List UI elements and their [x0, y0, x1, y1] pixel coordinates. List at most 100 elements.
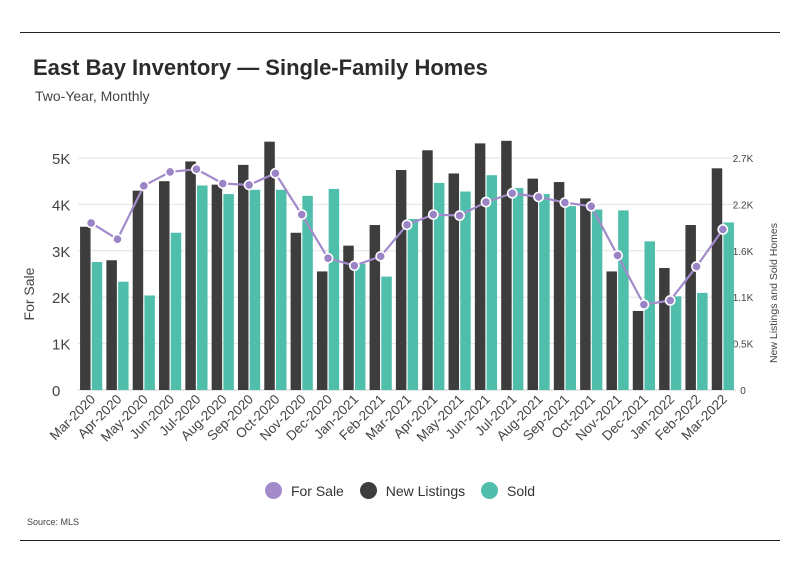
- bar-new-listings: [159, 181, 170, 390]
- source-note: Source: MLS: [27, 517, 80, 527]
- for-sale-point: [322, 252, 334, 264]
- legend-label-new-listings: New Listings: [385, 482, 466, 499]
- bar-sold: [118, 281, 129, 390]
- legend-label-for-sale: For Sale: [290, 482, 344, 499]
- bar-sold: [618, 210, 629, 390]
- bar-sold: [328, 188, 340, 390]
- legend-item-new-listings[interactable]: New Listings: [359, 482, 466, 499]
- for-sale-point: [691, 261, 702, 272]
- bar-new-listings: [343, 245, 354, 390]
- for-sale-point: [85, 217, 97, 229]
- chart-title: East Bay Inventory — Single-Family Homes: [33, 55, 488, 80]
- bar-sold: [197, 185, 208, 390]
- bar-new-listings: [580, 198, 591, 390]
- bar-new-listings: [185, 161, 196, 390]
- bar-new-listings: [474, 143, 486, 390]
- bottom-rule: [20, 540, 780, 541]
- for-sale-point: [480, 196, 492, 208]
- bar-sold: [433, 182, 445, 390]
- bar-new-listings: [553, 182, 565, 390]
- bar-sold: [407, 219, 419, 390]
- bar-new-listings: [527, 178, 538, 390]
- for-sale-point: [243, 179, 255, 191]
- bar-new-listings: [395, 170, 407, 390]
- legend-marker-new-listings: [359, 482, 377, 499]
- bar-new-listings: [106, 260, 117, 390]
- legend-label-sold: Sold: [507, 482, 536, 499]
- bar-new-listings: [606, 271, 617, 390]
- bar-new-listings: [290, 232, 302, 390]
- right-tick-label: 2.7K: [733, 154, 754, 165]
- for-sale-point: [348, 260, 360, 272]
- right-tick-label: 1.1K: [733, 293, 754, 304]
- bar-sold: [381, 276, 392, 390]
- bar-new-listings: [659, 267, 670, 390]
- top-rule: [20, 32, 780, 33]
- bar-sold: [644, 241, 655, 390]
- bar-new-listings: [685, 225, 696, 390]
- left-tick-label: 5K: [52, 151, 70, 168]
- bar-sold: [697, 292, 708, 390]
- bar-sold: [670, 296, 682, 390]
- for-sale-point: [191, 163, 202, 175]
- bar-new-listings: [711, 168, 723, 390]
- right-tick-label: 1.6K: [733, 247, 754, 258]
- bar-new-listings: [237, 164, 249, 390]
- chart-subtitle: Two-Year, Monthly: [35, 88, 150, 104]
- for-sale-point: [269, 167, 281, 179]
- left-tick-label: 2K: [52, 290, 70, 307]
- for-sale-point: [164, 166, 176, 178]
- bar-new-listings: [632, 310, 644, 390]
- bar-sold: [565, 206, 577, 390]
- for-sale-point: [717, 224, 729, 235]
- right-tick-label: 0.5K: [733, 340, 754, 351]
- legend-marker-sold: [481, 482, 499, 499]
- bar-sold: [460, 191, 471, 390]
- bar-sold: [170, 232, 182, 390]
- left-axis-title: For Sale: [21, 267, 37, 320]
- for-sale-point: [112, 233, 123, 245]
- bar-new-listings: [264, 141, 275, 390]
- right-tick-label: 0: [740, 386, 746, 397]
- for-sale-point: [612, 250, 623, 261]
- left-tick-label: 1K: [52, 337, 70, 354]
- bar-new-listings: [501, 140, 512, 390]
- for-sale-point: [664, 295, 676, 306]
- bar-sold: [486, 175, 498, 390]
- for-sale-point: [401, 219, 413, 231]
- for-sale-point: [533, 191, 544, 203]
- for-sale-point: [138, 180, 150, 192]
- legend-item-for-sale[interactable]: For Sale: [264, 482, 344, 499]
- bar-new-listings: [316, 271, 328, 390]
- bar-sold: [91, 261, 103, 390]
- bar-sold: [354, 263, 366, 390]
- legend-item-sold[interactable]: Sold: [481, 482, 535, 499]
- for-sale-point: [454, 210, 466, 221]
- for-sale-point: [427, 209, 439, 221]
- for-sale-point: [585, 200, 597, 212]
- bar-new-listings: [132, 190, 144, 390]
- bar-sold: [512, 188, 524, 390]
- for-sale-point: [559, 197, 571, 208]
- for-sale-point: [506, 187, 518, 199]
- for-sale-point: [375, 250, 387, 262]
- bar-sold: [591, 209, 603, 390]
- legend-marker-for-sale: [264, 482, 282, 499]
- bar-sold: [302, 195, 313, 390]
- bar-sold: [144, 295, 155, 390]
- left-tick-label: 0: [52, 383, 60, 400]
- right-tick-label: 2.2K: [733, 200, 754, 211]
- bar-sold: [249, 189, 261, 390]
- bar-new-listings: [448, 173, 460, 390]
- left-tick-label: 4K: [52, 197, 70, 214]
- bar-sold: [539, 194, 550, 390]
- left-tick-label: 3K: [52, 244, 70, 261]
- for-sale-point: [217, 178, 229, 189]
- bar-sold: [276, 189, 287, 390]
- for-sale-point: [296, 209, 308, 221]
- bar-new-listings: [80, 226, 91, 390]
- bar-new-listings: [422, 150, 433, 390]
- bar-sold: [223, 194, 234, 390]
- bar-new-listings: [369, 225, 381, 390]
- bar-sold: [723, 222, 734, 390]
